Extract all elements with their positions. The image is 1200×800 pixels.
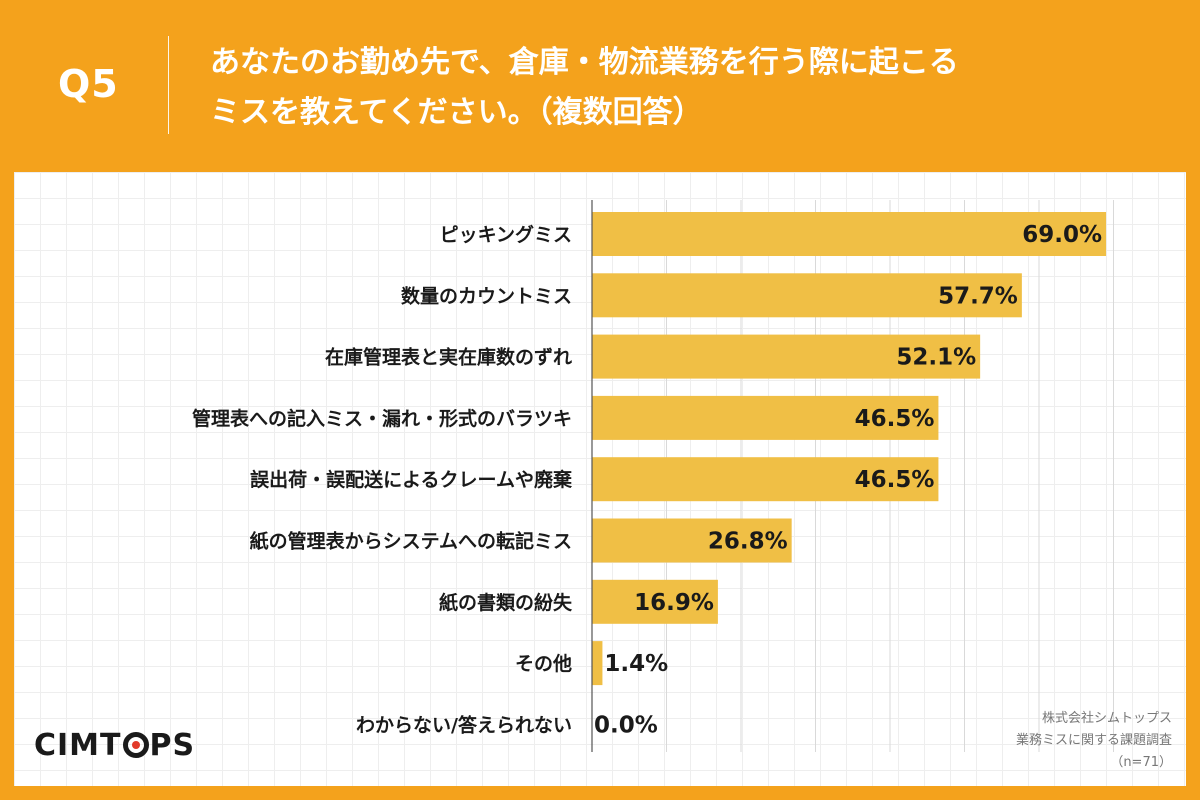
category-label: 数量のカウントミス [401,284,572,307]
question-line-2: ミスを教えてください。（複数回答） [210,95,703,130]
bar [592,395,939,440]
value-label: 0.0% [594,712,658,738]
value-label: 16.9% [634,590,714,616]
value-label: 57.7% [938,283,1018,309]
question-text: あなたのお勤め先で、倉庫・物流業務を行う際に起こる ミスを教えてください。（複数… [210,38,1170,138]
value-label: 46.5% [855,467,935,493]
source-survey: 業務ミスに関する課題調査 [1015,733,1172,748]
value-label: 69.0% [1022,222,1102,248]
category-label: 紙の管理表からシステムへの転記ミス [250,530,572,553]
category-label: 誤出荷・誤配送によるクレームや廃棄 [250,468,573,491]
category-label: ピッキングミス [440,223,572,246]
value-label: 52.1% [896,345,976,371]
value-label: 46.5% [855,406,935,432]
category-label: 在庫管理表と実在庫数のずれ [325,346,572,369]
bar [592,212,1107,256]
bar [592,457,939,502]
question-header: Q5 あなたのお勤め先で、倉庫・物流業務を行う際に起こる ミスを教えてください。… [0,0,1200,170]
logo-text-start: CIMT [34,728,122,763]
source-note: 株式会社シムトップス 業務ミスに関する課題調査 （n=71） [1016,708,1172,774]
category-label: わからない/答えられない [356,713,572,736]
category-label: その他 [515,652,572,675]
cimtops-logo: CIMT PS [34,728,195,763]
bar [592,273,1022,318]
source-sample-size: （n=71） [1110,755,1172,770]
bar [592,641,603,686]
bar [592,334,981,379]
bar [592,579,718,624]
logo-text-end: PS [149,728,196,763]
question-line-1: あなたのお勤め先で、倉庫・物流業務を行う際に起こる [210,45,959,80]
bar [592,518,792,563]
question-number: Q5 [58,62,119,106]
logo-o-mark-icon [122,732,149,758]
category-label: 紙の書類の紛失 [439,591,573,614]
header-divider [168,36,169,134]
category-label: 管理表への記入ミス・漏れ・形式のバラツキ [192,407,572,430]
source-company: 株式会社シムトップス [1041,711,1172,726]
value-label: 26.8% [708,529,788,555]
value-label: 1.4% [604,651,668,677]
